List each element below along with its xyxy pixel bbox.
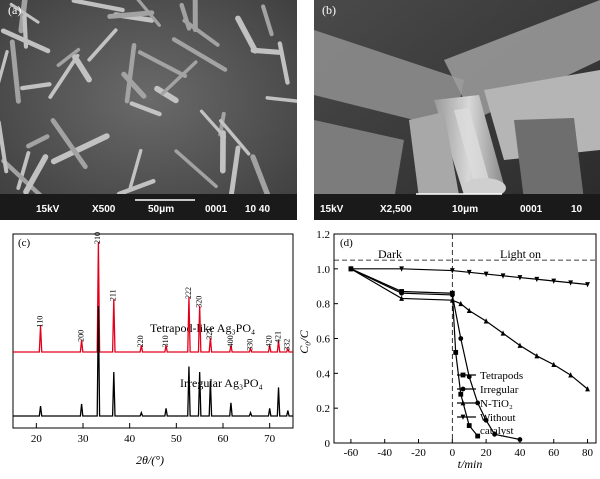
- sem-voltage-a: 15kV: [36, 204, 60, 215]
- sem-extra-b: 10: [571, 204, 583, 215]
- data-point: [461, 373, 466, 378]
- data-point: [453, 350, 458, 355]
- xrd-x-tick-label: 40: [124, 433, 136, 445]
- sem-extra-a: 10 40: [245, 204, 270, 215]
- data-point: [568, 372, 573, 377]
- x-tick-label: 60: [548, 447, 560, 459]
- x-tick-label: -40: [377, 447, 392, 459]
- sem-micrograph-a: (a) 15kV X500 50μm 0001 10 40: [0, 0, 297, 220]
- panel-b-label: (b): [322, 3, 336, 17]
- data-point: [518, 343, 523, 348]
- xrd-plot: (c) Tetrapod-like Ag₃PO₄ Irregular Ag₃PO…: [0, 224, 300, 474]
- xrd-x-tick-label: 70: [264, 433, 276, 445]
- data-point: [458, 392, 463, 397]
- xrd-peak-label: 211: [109, 289, 118, 301]
- xrd-peak-label: 420: [264, 335, 273, 347]
- xrd-peak-label: 332: [283, 339, 292, 351]
- x-tick-label: 0: [450, 447, 456, 459]
- x-tick-label: -20: [411, 447, 426, 459]
- sem-scale-b: 10μm: [452, 204, 478, 215]
- data-point: [534, 353, 539, 358]
- xrd-x-tick-label: 60: [218, 433, 230, 445]
- xrd-chart: (c) Tetrapod-like Ag₃PO₄ Irregular Ag₃PO…: [0, 224, 300, 474]
- xrd-x-tick-label: 30: [78, 433, 90, 445]
- degradation-plot: (d) Dark Light on C₀/C t/min -60 -40 -20 0 2…: [300, 224, 600, 474]
- xrd-peak-label: 222: [184, 287, 193, 299]
- degradation-x-axis-label: t/min: [458, 457, 483, 471]
- y-tick-label: 0.2: [316, 403, 330, 415]
- sem-image-b: (b) 15kV X2,500 10μm 0001 10: [314, 0, 600, 220]
- y-tick-label: 0.4: [316, 368, 330, 380]
- panel-d-label: (d): [340, 237, 353, 249]
- xrd-peak-label: 110: [35, 316, 44, 328]
- panel-a-label: (a): [8, 3, 21, 17]
- x-tick-label: 20: [481, 447, 493, 459]
- sem-magnification-a: X500: [92, 204, 116, 215]
- xrd-peak-label: 421: [273, 331, 282, 343]
- sem-code-b: 0001: [520, 204, 543, 215]
- data-point: [450, 293, 455, 298]
- dark-region-label: Dark: [378, 247, 402, 261]
- data-point: [467, 423, 472, 428]
- legend-label-irregular: Irregular: [480, 384, 519, 396]
- xrd-peak-label: 310: [161, 335, 170, 347]
- x-tick-label: -60: [344, 447, 359, 459]
- sem-code-a: 0001: [205, 204, 228, 215]
- x-tick-label: 80: [582, 447, 594, 459]
- data-point: [399, 291, 404, 296]
- y-tick-label: 1.2: [316, 229, 330, 241]
- data-point: [461, 387, 466, 392]
- xrd-peak-label: 320: [194, 296, 203, 308]
- xrd-peak-label: 220: [136, 335, 145, 347]
- series-line: [351, 269, 588, 389]
- legend-label-catalyst: catalyst: [480, 425, 514, 437]
- xrd-trace: [13, 242, 293, 352]
- sem-micrograph-b: (b) 15kV X2,500 10μm 0001 10: [314, 0, 600, 220]
- x-tick-label: 40: [514, 447, 526, 459]
- xrd-x-axis-label: 2θ/(°): [136, 453, 164, 467]
- xrd-peak-label: 400: [226, 335, 235, 347]
- degradation-y-axis-label: C₀/C: [300, 329, 311, 354]
- degradation-chart: (d) Dark Light on C₀/C t/min -60 -40 -20 0 2…: [300, 224, 600, 474]
- light-region-label: Light on: [500, 247, 541, 261]
- xrd-x-tick-label: 20: [31, 433, 43, 445]
- sem-magnification-b: X2,500: [380, 204, 412, 215]
- y-tick-label: 0.6: [316, 334, 330, 346]
- xrd-peak-label: 210: [93, 232, 102, 244]
- y-tick-label: 1.0: [316, 264, 330, 276]
- legend-label-tetrapods: Tetrapods: [480, 370, 523, 382]
- data-point: [458, 336, 463, 341]
- y-tick-label: 0.8: [316, 299, 330, 311]
- sem-scale-a: 50μm: [148, 204, 174, 215]
- xrd-peak-label: 321: [205, 328, 214, 340]
- data-point: [501, 330, 506, 335]
- sem-voltage-b: 15kV: [320, 204, 344, 215]
- panel-c-label: (c): [18, 237, 31, 249]
- legend-label-n-tio2: N-TiO₂: [480, 398, 513, 410]
- y-tick-label: 0: [325, 438, 331, 450]
- legend-label-without: Without: [480, 412, 516, 424]
- xrd-peak-label: 330: [245, 339, 254, 351]
- data-point: [484, 318, 489, 323]
- xrd-peak-label: 200: [76, 330, 85, 342]
- xrd-upper-series-label: Tetrapod-like Ag₃PO₄: [150, 321, 255, 335]
- sem-image-a: (a) 15kV X500 50μm 0001 10 40: [0, 0, 297, 220]
- xrd-x-tick-label: 50: [171, 433, 183, 445]
- xrd-lower-series-label: Irregular Ag₃PO₄: [180, 376, 263, 390]
